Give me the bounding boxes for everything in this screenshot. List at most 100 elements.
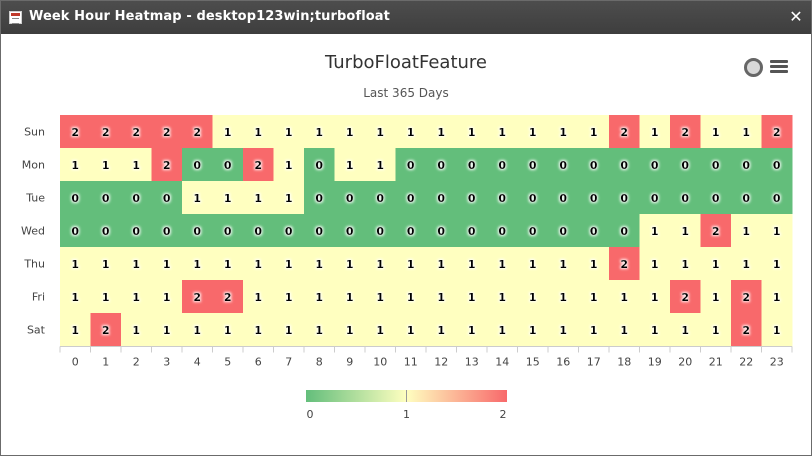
heatmap-cell[interactable]	[487, 115, 518, 149]
heatmap-cell[interactable]	[761, 115, 793, 149]
heatmap-cell[interactable]	[365, 148, 396, 182]
heatmap-cell[interactable]	[212, 148, 244, 182]
heatmap-cell[interactable]	[273, 181, 305, 215]
heatmap-cell[interactable]	[60, 214, 91, 248]
heatmap-cell[interactable]	[121, 280, 152, 314]
heatmap-cell[interactable]	[578, 115, 610, 149]
heatmap-cell[interactable]	[243, 313, 274, 347]
heatmap-cell[interactable]	[334, 115, 366, 149]
heatmap-cell[interactable]	[456, 214, 488, 248]
heatmap-cell[interactable]	[90, 313, 122, 347]
heatmap-cell[interactable]	[639, 247, 671, 281]
heatmap-cell[interactable]	[151, 313, 183, 347]
heatmap-cell[interactable]	[517, 148, 549, 182]
heatmap-cell[interactable]	[243, 148, 274, 182]
heatmap-cell[interactable]	[426, 214, 457, 248]
heatmap-cell[interactable]	[212, 280, 244, 314]
heatmap-cell[interactable]	[151, 280, 183, 314]
heatmap-cell[interactable]	[456, 280, 488, 314]
heatmap-cell[interactable]	[365, 280, 396, 314]
hamburger-menu-icon[interactable]	[770, 60, 788, 74]
heatmap-cell[interactable]	[670, 280, 701, 314]
heatmap-cell[interactable]	[639, 313, 671, 347]
heatmap-cell[interactable]	[609, 247, 640, 281]
heatmap-cell[interactable]	[243, 214, 274, 248]
heatmap-cell[interactable]	[334, 313, 366, 347]
heatmap-cell[interactable]	[426, 247, 457, 281]
heatmap-cell[interactable]	[395, 313, 427, 347]
heatmap-cell[interactable]	[121, 313, 152, 347]
heatmap-cell[interactable]	[90, 280, 122, 314]
heatmap-cell[interactable]	[182, 313, 213, 347]
heatmap-cell[interactable]	[365, 247, 396, 281]
heatmap-cell[interactable]	[548, 247, 579, 281]
heatmap-cell[interactable]	[731, 313, 762, 347]
heatmap-cell[interactable]	[212, 214, 244, 248]
heatmap-cell[interactable]	[243, 247, 274, 281]
heatmap-cell[interactable]	[365, 181, 396, 215]
heatmap-cell[interactable]	[670, 115, 701, 149]
heatmap-cell[interactable]	[121, 247, 152, 281]
heatmap-cell[interactable]	[639, 280, 671, 314]
heatmap-cell[interactable]	[670, 148, 701, 182]
heatmap-cell[interactable]	[304, 280, 335, 314]
heatmap-cell[interactable]	[395, 280, 427, 314]
heatmap-cell[interactable]	[609, 115, 640, 149]
heatmap-cell[interactable]	[517, 214, 549, 248]
heatmap-cell[interactable]	[273, 214, 305, 248]
heatmap-cell[interactable]	[273, 280, 305, 314]
heatmap-cell[interactable]	[365, 115, 396, 149]
heatmap-cell[interactable]	[487, 247, 518, 281]
heatmap-cell[interactable]	[334, 181, 366, 215]
heatmap-cell[interactable]	[90, 115, 122, 149]
heatmap-cell[interactable]	[639, 214, 671, 248]
heatmap-cell[interactable]	[304, 214, 335, 248]
heatmap-cell[interactable]	[121, 181, 152, 215]
heatmap-cell[interactable]	[212, 115, 244, 149]
heatmap-cell[interactable]	[273, 247, 305, 281]
heatmap-cell[interactable]	[182, 247, 213, 281]
heatmap-cell[interactable]	[395, 247, 427, 281]
heatmap-cell[interactable]	[60, 313, 91, 347]
heatmap-cell[interactable]	[548, 181, 579, 215]
heatmap-cell[interactable]	[731, 115, 762, 149]
heatmap-cell[interactable]	[487, 214, 518, 248]
heatmap-cell[interactable]	[243, 280, 274, 314]
heatmap-cell[interactable]	[761, 148, 793, 182]
heatmap-cell[interactable]	[700, 214, 732, 248]
heatmap-cell[interactable]	[578, 181, 610, 215]
heatmap-cell[interactable]	[182, 214, 213, 248]
heatmap-cell[interactable]	[731, 148, 762, 182]
heatmap-cell[interactable]	[426, 181, 457, 215]
heatmap-cell[interactable]	[609, 280, 640, 314]
heatmap-cell[interactable]	[60, 181, 91, 215]
heatmap-cell[interactable]	[304, 181, 335, 215]
heatmap-cell[interactable]	[487, 181, 518, 215]
heatmap-cell[interactable]	[304, 247, 335, 281]
heatmap-cell[interactable]	[182, 115, 213, 149]
heatmap-cell[interactable]	[395, 181, 427, 215]
heatmap-cell[interactable]	[182, 181, 213, 215]
heatmap-cell[interactable]	[670, 247, 701, 281]
heatmap-cell[interactable]	[395, 115, 427, 149]
heatmap-cell[interactable]	[90, 181, 122, 215]
heatmap-cell[interactable]	[670, 313, 701, 347]
heatmap-cell[interactable]	[578, 214, 610, 248]
heatmap-cell[interactable]	[548, 280, 579, 314]
heatmap-cell[interactable]	[273, 115, 305, 149]
heatmap-cell[interactable]	[426, 280, 457, 314]
heatmap-cell[interactable]	[700, 280, 732, 314]
heatmap-cell[interactable]	[334, 148, 366, 182]
heatmap-cell[interactable]	[517, 115, 549, 149]
heatmap-cell[interactable]	[761, 247, 793, 281]
heatmap-cell[interactable]	[670, 214, 701, 248]
heatmap-cell[interactable]	[151, 181, 183, 215]
heatmap-cell[interactable]	[60, 148, 91, 182]
heatmap-cell[interactable]	[304, 148, 335, 182]
heatmap-cell[interactable]	[456, 148, 488, 182]
heatmap-cell[interactable]	[212, 247, 244, 281]
heatmap-cell[interactable]	[639, 181, 671, 215]
heatmap-cell[interactable]	[517, 247, 549, 281]
heatmap-cell[interactable]	[609, 313, 640, 347]
heatmap-cell[interactable]	[395, 214, 427, 248]
